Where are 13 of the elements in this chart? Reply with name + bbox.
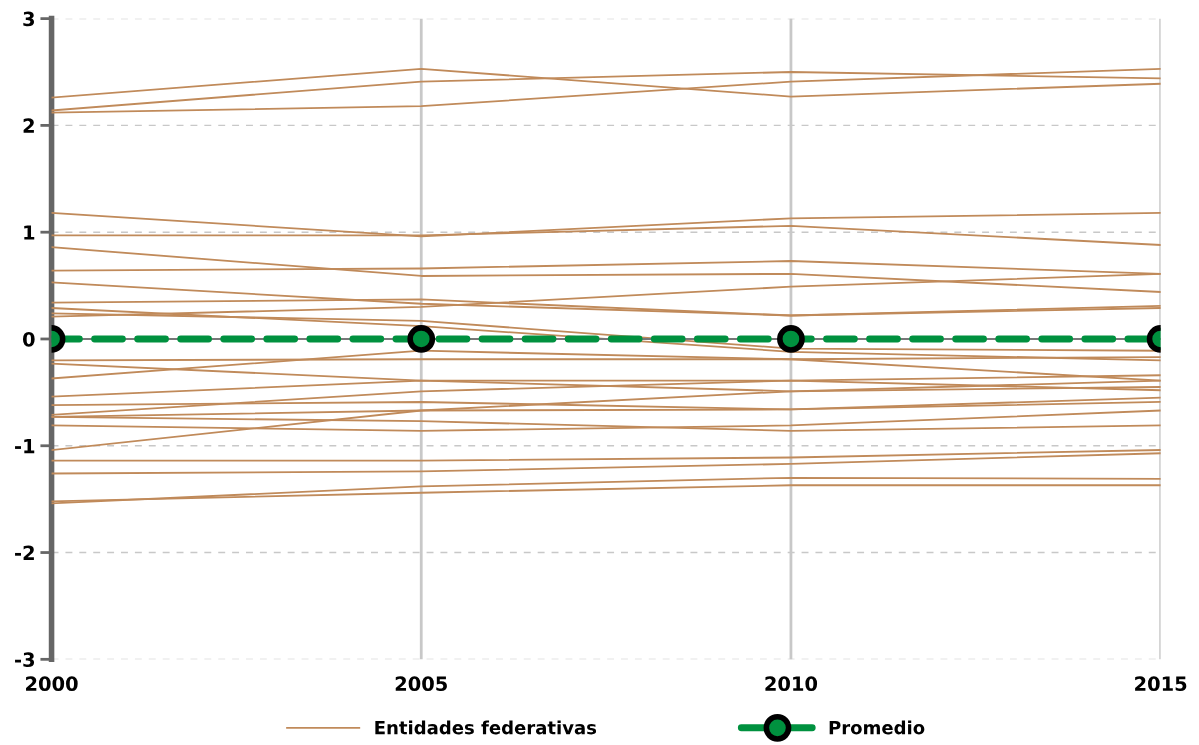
x-tick-label: 2015 [1135,676,1187,692]
x-tick-label: 2000 [26,676,78,692]
legend-label: Promedio [829,720,925,735]
legend-label: Entidades federativas [375,720,597,735]
y-tick-label: 1 [24,225,35,240]
y-tick-label: 2 [23,118,34,133]
y-tick-label: 0 [22,331,35,347]
y-tick-label: 3 [23,11,35,27]
x-tick-label: 2010 [765,676,818,692]
y-tick-label: -3 [15,652,35,667]
y-tick-label: -1 [15,438,35,454]
x-tick-label: 2005 [395,676,447,692]
y-tick-label: -2 [15,545,34,560]
